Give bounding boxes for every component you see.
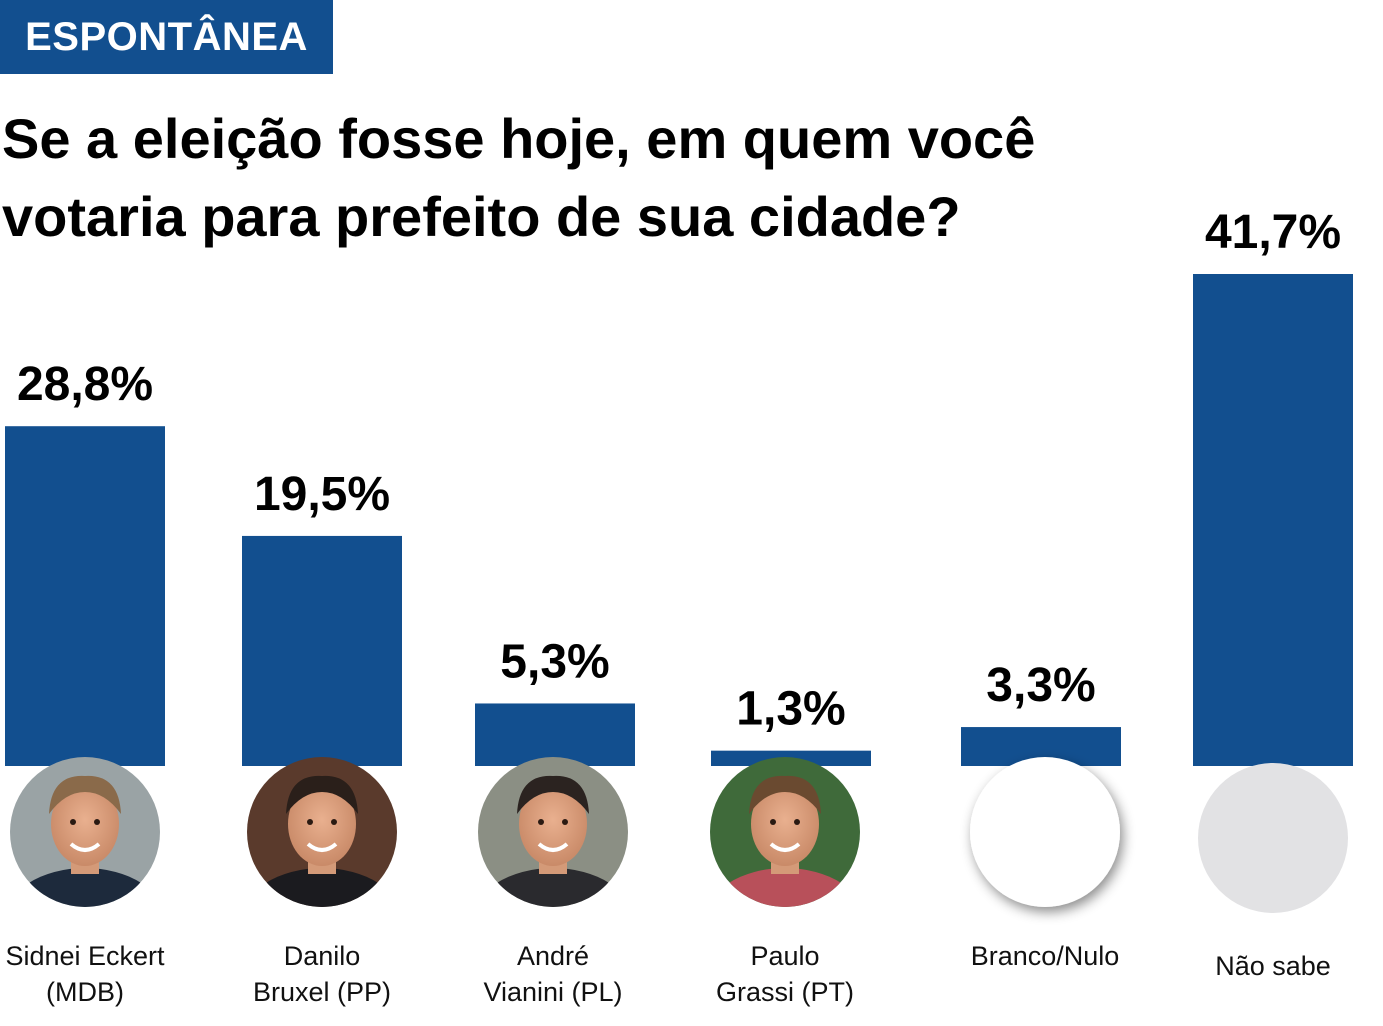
- candidate-photo-1: [247, 757, 397, 907]
- category-label-5: Não sabe: [1215, 951, 1331, 981]
- bar-0: [5, 426, 165, 766]
- candidate-photo-3: [710, 757, 860, 907]
- category-tag: [0, 0, 333, 74]
- category-tag-label: ESPONTÂNEA: [25, 15, 308, 59]
- chart-question-title: Se a eleição fosse hoje, em quem você vo…: [2, 107, 1036, 248]
- bar-2: [475, 703, 635, 766]
- bar-1: [242, 535, 402, 766]
- dont-know-circle: [1198, 763, 1348, 913]
- category-label-3: Paulo Grassi (PT): [716, 941, 854, 1007]
- category-label-2: André Vianini (PL): [483, 941, 623, 1007]
- bar-value-label-1: 19,5%: [254, 468, 390, 521]
- bar-5: [1193, 274, 1353, 766]
- bar-value-label-4: 3,3%: [986, 659, 1095, 712]
- bar-value-label-0: 28,8%: [17, 358, 153, 411]
- candidate-photo-2: [478, 757, 628, 907]
- bar-value-label-5: 41,7%: [1205, 206, 1341, 259]
- category-label-0: Sidnei Eckert (MDB): [5, 941, 165, 1007]
- bar-value-label-2: 5,3%: [500, 635, 609, 688]
- candidate-photo-0: [10, 757, 160, 907]
- category-label-1: Danilo Bruxel (PP): [252, 941, 392, 1007]
- category-label-4: Branco/Nulo: [970, 941, 1120, 971]
- bar-value-label-3: 1,3%: [736, 683, 845, 736]
- blank-null-circle: [970, 757, 1120, 907]
